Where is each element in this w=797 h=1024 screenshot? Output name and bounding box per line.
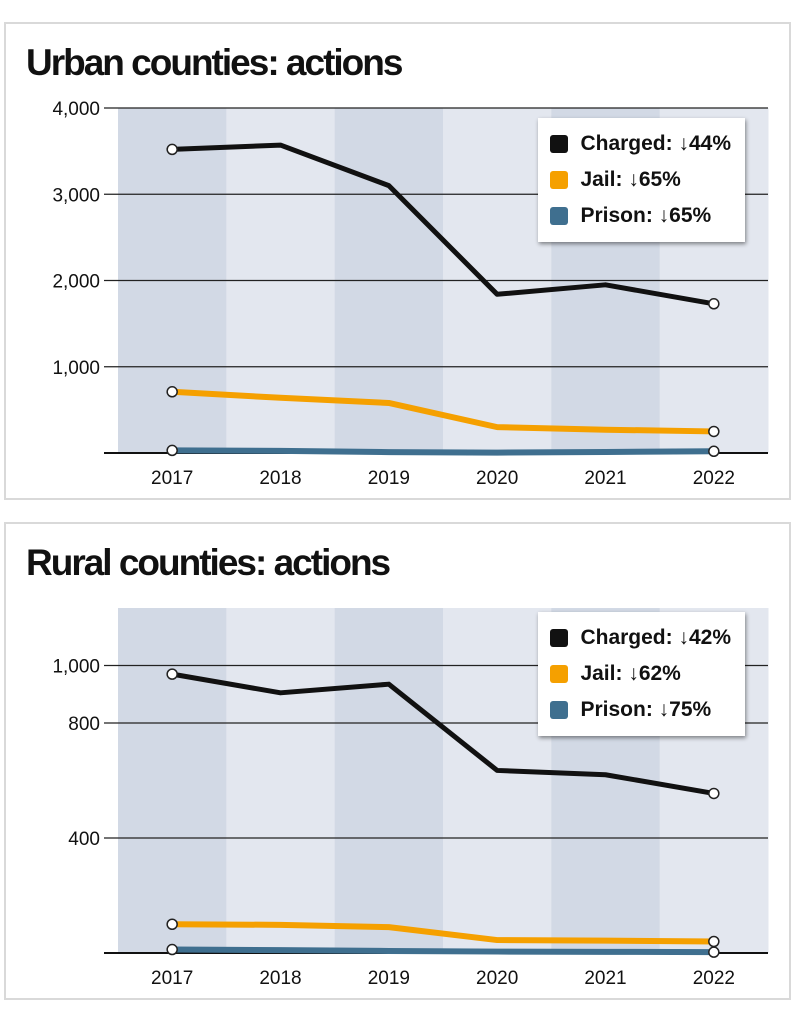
year-band-2017 — [118, 608, 227, 953]
data-point-jail — [708, 935, 720, 948]
x-tick-label: 2018 — [259, 468, 301, 489]
series-line-jail — [169, 921, 717, 945]
y-tick-label: 4,000 — [52, 99, 100, 120]
legend-label-jail: Jail: ↓62% — [580, 662, 681, 685]
x-tick-label: 2018 — [259, 968, 301, 989]
series-line-prison — [169, 946, 717, 956]
urban-chart-panel: Urban counties: actions 1,000 2,000 3,000 4… — [4, 22, 791, 500]
data-point-prison — [708, 946, 720, 958]
legend: Charged: ↓42% Jail: ↓62% Prison: ↓75% — [538, 612, 745, 736]
data-point-prison — [708, 445, 720, 458]
chart-title: Rural counties: actions — [26, 542, 391, 583]
legend-item-charged: Charged: ↓42% — [550, 620, 731, 656]
series-line-jail — [169, 388, 717, 435]
x-tick-label: 2021 — [584, 468, 626, 489]
y-tick-label: 1,000 — [52, 657, 100, 678]
year-band-2020 — [443, 608, 552, 953]
legend-swatch-charged — [550, 135, 569, 153]
x-tick-label: 2022 — [693, 468, 735, 489]
legend-label-charged: Charged: ↓42% — [580, 626, 731, 649]
legend-item-prison: Prison: ↓65% — [550, 198, 731, 234]
y-tick-label: 1,000 — [52, 358, 100, 379]
series-line-prison — [169, 447, 717, 456]
legend-swatch-prison — [550, 207, 569, 225]
legend-label-jail: Jail: ↓65% — [580, 168, 681, 191]
series-line-charged — [169, 671, 717, 796]
legend-label-prison: Prison: ↓75% — [580, 698, 712, 721]
rural-chart-panel: Rural counties: actions 400 800 1,000 2017 2… — [4, 522, 791, 1000]
data-point-jail — [166, 386, 178, 398]
data-point-jail — [166, 918, 178, 930]
data-point-prison — [166, 444, 178, 457]
data-point-charged — [166, 668, 178, 680]
legend-item-jail: Jail: ↓65% — [550, 162, 731, 198]
legend-label-prison: Prison: ↓65% — [580, 204, 712, 227]
legend-swatch-jail — [550, 665, 569, 683]
y-tick-label: 2,000 — [52, 272, 100, 293]
y-tick-label: 800 — [68, 714, 100, 735]
legend-item-jail: Jail: ↓62% — [550, 656, 731, 692]
x-tick-label: 2020 — [476, 468, 518, 489]
x-tick-label: 2017 — [151, 468, 193, 489]
legend-swatch-prison — [550, 701, 569, 719]
data-point-charged — [166, 143, 178, 156]
urban-chart-svg: 1,000 2,000 3,000 4,000 2017 2018 2019 2020 2021… — [52, 99, 769, 489]
legend-swatch-charged — [550, 629, 569, 647]
x-tick-label: 2019 — [368, 468, 410, 489]
data-point-charged — [708, 298, 720, 310]
data-point-jail — [708, 425, 720, 438]
x-tick-label: 2021 — [584, 968, 626, 989]
data-point-prison — [166, 943, 178, 956]
data-point-charged — [708, 787, 720, 800]
x-tick-label: 2022 — [693, 968, 735, 989]
legend: Charged: ↓44% Jail: ↓65% Prison: ↓65% — [538, 118, 745, 242]
series-line-charged — [169, 142, 717, 307]
year-band-2018 — [226, 608, 336, 953]
legend-item-charged: Charged: ↓44% — [550, 126, 731, 162]
x-tick-label: 2017 — [151, 968, 193, 989]
chart-title: Urban counties: actions — [26, 42, 403, 83]
legend-label-charged: Charged: ↓44% — [580, 132, 731, 155]
y-tick-label: 400 — [68, 829, 100, 850]
x-tick-label: 2019 — [368, 968, 410, 989]
y-tick-label: 3,000 — [52, 185, 100, 206]
legend-swatch-jail — [550, 171, 569, 189]
rural-chart-svg: 400 800 1,000 2017 2018 2019 2020 2021 2022 — [52, 608, 769, 989]
legend-item-prison: Prison: ↓75% — [550, 692, 731, 728]
x-tick-label: 2020 — [476, 968, 518, 989]
year-band-2019 — [334, 608, 444, 953]
